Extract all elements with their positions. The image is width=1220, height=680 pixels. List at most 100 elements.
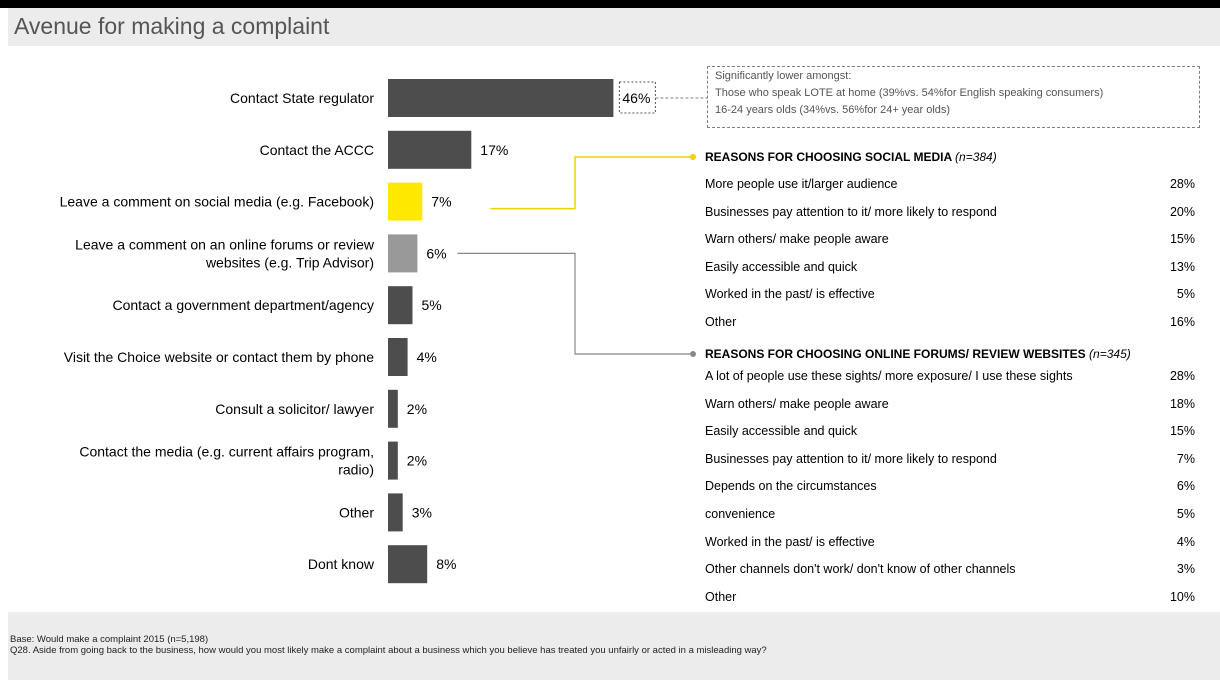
reason-label: Worked in the past/ is effective <box>705 287 875 301</box>
value-label: 5% <box>422 297 442 313</box>
reason-label: Warn others/ make people aware <box>705 396 889 411</box>
reason-value: 3% <box>1176 562 1195 577</box>
value-label: 46% <box>622 90 650 106</box>
bar-1 <box>388 130 472 169</box>
bar-8 <box>388 493 403 532</box>
category-label: Contact State regulator <box>230 90 374 106</box>
reason-row: A lot of people use these sights/ more e… <box>705 363 1195 391</box>
value-label: 2% <box>407 453 427 469</box>
reasons-forums-table: REASONS FOR CHOOSING ONLINE FORUMS/ REVI… <box>705 345 1195 611</box>
callout-line: Significantly lower amongst: <box>715 70 852 82</box>
category-label: Visit the Choice website or contact them… <box>64 349 374 365</box>
header-strip <box>0 0 1220 8</box>
reason-row: Warn others/ make people aware 18% <box>705 391 1195 419</box>
reason-label: Warn others/ make people aware <box>705 232 889 246</box>
reason-value: 15% <box>1169 424 1195 439</box>
reason-row: Other 10% <box>705 584 1195 612</box>
reasons-social-n: (n=384) <box>955 150 997 164</box>
category-label: Dont know <box>308 556 375 572</box>
reasons-social-heading: REASONS FOR CHOOSING SOCIAL MEDIA <box>705 150 952 164</box>
reason-row: Easily accessible and quick 13% <box>705 254 1195 282</box>
callout-line: Those who speak LOTE at home (39%vs. 54%… <box>715 87 1104 99</box>
bar-5 <box>388 338 408 376</box>
reason-label: Other channels don't work/ don't know of… <box>705 562 1016 577</box>
reason-label: Businesses pay attention to it/ more lik… <box>705 204 997 219</box>
reason-value: 13% <box>1169 259 1195 274</box>
bar-6 <box>388 389 398 428</box>
reason-label: Worked in the past/ is effective <box>705 534 875 549</box>
reason-label: Easily accessible and quick <box>705 424 858 439</box>
page-title: Avenue for making a complaint <box>14 13 330 39</box>
category-label-line: websites (e.g. Trip Advisor) <box>205 254 374 270</box>
reason-row: Other channels don't work/ don't know of… <box>705 556 1195 584</box>
value-label: 3% <box>412 504 432 520</box>
reason-row: convenience 5% <box>705 501 1195 529</box>
title-band: Avenue for making a complaint <box>8 8 1220 46</box>
reasons-social-title: REASONS FOR CHOOSING SOCIAL MEDIA (n=384… <box>705 148 1195 166</box>
reason-row: More people use it/larger audience 28% <box>705 171 1195 199</box>
reason-row: Businesses pay attention to it/ more lik… <box>705 199 1195 227</box>
category-label-line: Leave a comment on an online forums or r… <box>75 236 375 252</box>
reason-label: Other <box>705 314 737 329</box>
reasons-forums-rows: A lot of people use these sights/ more e… <box>705 363 1195 611</box>
reason-row: Warn others/ make people aware 15% <box>705 226 1195 254</box>
social-connector <box>490 156 692 210</box>
reason-value: 15% <box>1169 232 1195 246</box>
reasons-forums-heading: REASONS FOR CHOOSING ONLINE FORUMS/ REVI… <box>705 347 1086 361</box>
value-highlight-box <box>618 81 656 114</box>
category-label: Consult a solicitor/ lawyer <box>215 401 374 417</box>
callout-line: 16-24 years olds (34%vs. 56%for 24+ year… <box>715 104 951 116</box>
reason-value: 28% <box>1169 177 1195 191</box>
reason-label: A lot of people use these sights/ more e… <box>705 369 1073 383</box>
value-label: 4% <box>417 349 437 365</box>
category-label-line: radio) <box>338 462 374 478</box>
category-label: Leave a comment on social media (e.g. Fa… <box>60 194 374 210</box>
significance-callout: Significantly lower amongst: Those who s… <box>707 66 1200 128</box>
category-label: Contact the media (e.g. current affairs … <box>79 444 374 478</box>
reason-value: 28% <box>1169 369 1195 383</box>
category-label: Other <box>339 504 374 520</box>
reason-label: Depends on the circumstances <box>705 479 877 494</box>
reason-label: Other <box>705 589 737 604</box>
reasons-social-rows: More people use it/larger audience 28% Bus… <box>705 171 1195 336</box>
reason-value: 10% <box>1169 589 1195 604</box>
forums-connector <box>457 252 692 355</box>
bar-4 <box>388 286 413 325</box>
reason-row: Businesses pay attention to it/ more lik… <box>705 446 1195 474</box>
bar-3 <box>388 234 418 273</box>
value-label: 7% <box>431 194 451 210</box>
reasons-social-table: REASONS FOR CHOOSING SOCIAL MEDIA (n=384… <box>705 148 1195 336</box>
value-label: 8% <box>436 556 456 572</box>
reasons-forums-n: (n=345) <box>1089 347 1131 361</box>
reason-value: 6% <box>1176 479 1195 494</box>
category-label: Contact the ACCC <box>260 142 374 158</box>
footer-question: Q28. Aside from going back to the busine… <box>10 645 767 656</box>
reason-value: 18% <box>1169 396 1195 411</box>
reason-label: More people use it/larger audience <box>705 177 898 191</box>
reason-value: 16% <box>1169 314 1195 329</box>
bar-7 <box>388 441 398 480</box>
reason-value: 20% <box>1169 204 1195 219</box>
reason-label: convenience <box>705 506 776 521</box>
bar-0 <box>388 79 614 117</box>
value-label: 17% <box>480 142 508 158</box>
category-label: Leave a comment on an online forums or r… <box>75 236 375 270</box>
reason-label: Businesses pay attention to it/ more lik… <box>705 451 997 466</box>
footer-base: Base: Would make a complaint 2015 (n=5,1… <box>10 634 209 645</box>
reason-label: Easily accessible and quick <box>705 259 858 274</box>
footer-note: Base: Would make a complaint 2015 (n=5,1… <box>8 612 1220 680</box>
forums-connector-dot <box>690 351 696 357</box>
reason-value: 5% <box>1176 287 1195 301</box>
reason-value: 7% <box>1176 451 1195 466</box>
category-label-line: Contact the media (e.g. current affairs … <box>79 444 374 460</box>
value-label: 6% <box>426 245 446 261</box>
reason-row: Other 16% <box>705 309 1195 337</box>
reason-value: 4% <box>1176 534 1195 549</box>
value-label: 2% <box>407 401 427 417</box>
bar-chart: Contact State regulator 46% Contact the AC… <box>60 79 707 584</box>
reasons-forums-title: REASONS FOR CHOOSING ONLINE FORUMS/ REVI… <box>705 345 1195 363</box>
bar-2 <box>388 182 423 221</box>
reason-row: Worked in the past/ is effective 4% <box>705 529 1195 557</box>
reason-row: Worked in the past/ is effective 5% <box>705 281 1195 309</box>
social-connector-dot <box>690 154 696 160</box>
